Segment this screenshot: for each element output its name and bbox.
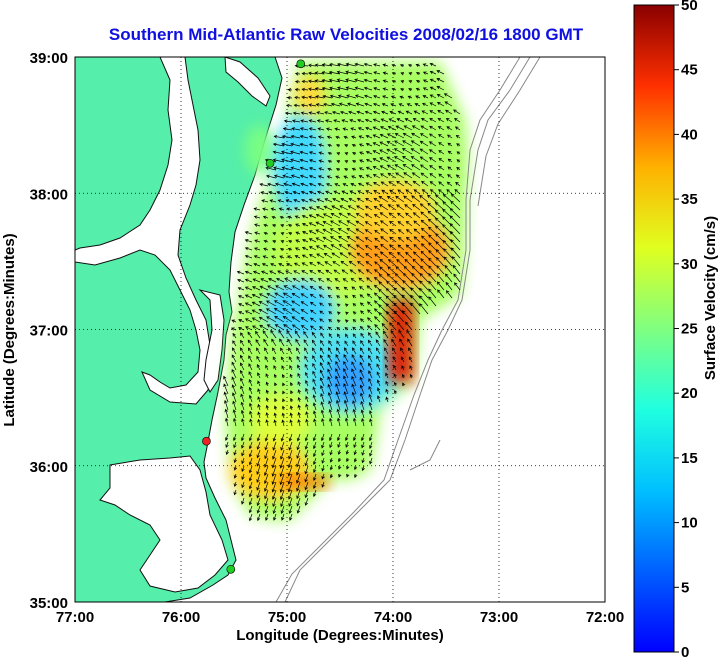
y-tick-label: 39:00 bbox=[30, 50, 68, 67]
y-tick-label: 38:00 bbox=[30, 186, 68, 203]
station-markers bbox=[202, 59, 306, 574]
colorbar-tick-label: 0 bbox=[681, 644, 689, 659]
chesapeake-bay bbox=[75, 57, 213, 405]
x-tick-label: 75:00 bbox=[268, 609, 306, 626]
colorbar-tick-label: 15 bbox=[681, 450, 698, 467]
colorbar-tick-label: 35 bbox=[681, 191, 698, 208]
coastal-water bbox=[198, 289, 225, 393]
y-tick-label: 36:00 bbox=[30, 459, 68, 476]
y-axis-label: Latitude (Degrees:Minutes) bbox=[1, 233, 18, 426]
colorbar-tick-label: 10 bbox=[681, 515, 698, 532]
radar-station-marker bbox=[202, 436, 211, 446]
radar-station-marker bbox=[226, 564, 236, 574]
x-tick-label: 76:00 bbox=[162, 609, 200, 626]
colorbar-tick-label: 50 bbox=[681, 0, 698, 14]
colorbar-label: Surface Velocity (cm/s) bbox=[702, 216, 719, 380]
colorbar-ticks: 0 5 10 15 20 25 30 35 40 45 50 bbox=[674, 0, 698, 659]
x-tick-label: 72:00 bbox=[586, 609, 624, 626]
delaware-bay bbox=[224, 57, 271, 107]
colorbar-tick-label: 45 bbox=[681, 62, 698, 79]
radar-station-marker bbox=[296, 59, 306, 69]
colorbar-tick-label: 20 bbox=[681, 385, 698, 402]
x-tick-label: 74:00 bbox=[374, 609, 412, 626]
colorbar-tick-label: 25 bbox=[681, 321, 698, 338]
x-axis-label: Longitude (Degrees:Minutes) bbox=[236, 627, 444, 644]
colorbar bbox=[633, 4, 675, 653]
y-tick-label: 37:00 bbox=[30, 323, 68, 340]
colorbar-tick-label: 5 bbox=[681, 579, 689, 596]
colorbar-tick-label: 30 bbox=[681, 256, 698, 273]
x-tick-label: 73:00 bbox=[480, 609, 518, 626]
colorbar-tick-label: 40 bbox=[681, 126, 698, 143]
x-axis-ticks: 77:00 76:00 75:00 74:00 73:00 72:00 bbox=[56, 609, 624, 626]
radar-station-marker bbox=[265, 158, 275, 168]
plot-frame bbox=[74, 56, 606, 603]
bathymetry-contours bbox=[275, 57, 541, 602]
y-axis-ticks: 39:00 38:00 37:00 36:00 35:00 bbox=[30, 50, 68, 612]
x-tick-label: 77:00 bbox=[56, 609, 94, 626]
y-tick-label: 35:00 bbox=[30, 595, 68, 612]
pamlico-sound bbox=[99, 455, 229, 593]
grid-lines bbox=[75, 57, 605, 602]
chart-title: Southern Mid-Atlantic Raw Velocities 200… bbox=[109, 25, 584, 44]
